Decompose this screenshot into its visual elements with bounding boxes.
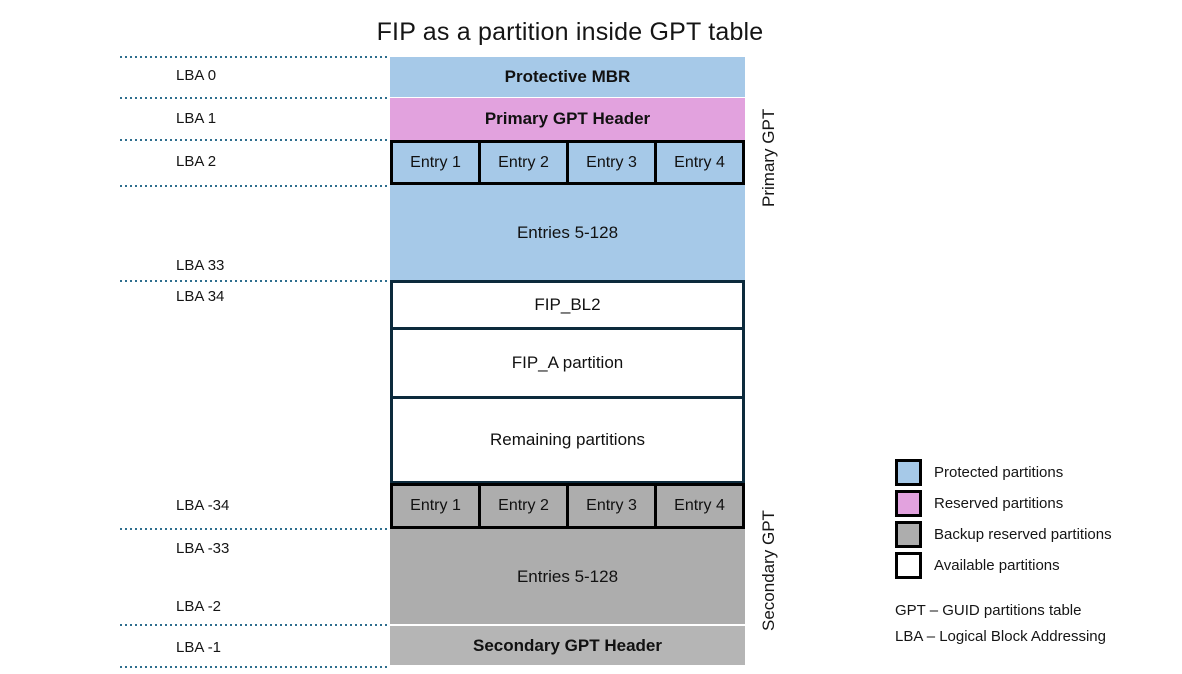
- side-label-primary-gpt: Primary GPT: [759, 108, 778, 208]
- protected-swatch: [895, 459, 922, 486]
- block-fip-a-partition: FIP_A partition: [390, 327, 745, 399]
- block-primary-entries-5-128: Entries 5-128: [390, 185, 745, 280]
- block-fip-bl2: FIP_BL2: [390, 280, 745, 330]
- lba-label-m2: LBA -2: [176, 598, 222, 615]
- primary-entry-2: Entry 2: [478, 143, 566, 182]
- dotted-line: [120, 624, 390, 626]
- secondary-entry-3: Entry 3: [566, 486, 654, 526]
- lba-label-1: LBA 1: [176, 110, 217, 127]
- block-primary-gpt-header: Primary GPT Header: [390, 98, 745, 140]
- secondary-entry-1: Entry 1: [393, 486, 478, 526]
- legend-label: Backup reserved partitions: [934, 526, 1112, 543]
- lba-label-m1: LBA -1: [176, 639, 222, 656]
- lba-label-m33: LBA -33: [176, 540, 230, 557]
- dotted-line: [120, 666, 390, 668]
- legend-label: Reserved partitions: [934, 495, 1064, 512]
- legend-item-protected: Protected partitions: [895, 459, 1063, 486]
- lba-label-0: LBA 0: [176, 67, 217, 84]
- legend-item-reserved: Reserved partitions: [895, 490, 1063, 517]
- block-secondary-entries-5-128: Entries 5-128: [390, 529, 745, 624]
- block-protective-mbr: Protective MBR: [390, 57, 745, 97]
- note-lba: LBA – Logical Block Addressing: [895, 628, 1106, 645]
- block-remaining-partitions: Remaining partitions: [390, 396, 745, 484]
- secondary-entry-4: Entry 4: [654, 486, 742, 526]
- primary-entry-3: Entry 3: [566, 143, 654, 182]
- secondary-entry-row: Entry 1 Entry 2 Entry 3 Entry 4: [390, 483, 745, 529]
- note-gpt: GPT – GUID partitions table: [895, 602, 1082, 619]
- dotted-line: [120, 56, 390, 58]
- legend-label: Protected partitions: [934, 464, 1064, 481]
- legend-label: Available partitions: [934, 557, 1060, 574]
- dotted-line: [120, 139, 390, 141]
- dotted-line: [120, 97, 390, 99]
- dotted-line: [120, 528, 390, 530]
- backup-swatch: [895, 521, 922, 548]
- lba-label-m34: LBA -34: [176, 497, 230, 514]
- dotted-line: [120, 185, 390, 187]
- primary-entry-1: Entry 1: [393, 143, 478, 182]
- legend-item-backup: Backup reserved partitions: [895, 521, 1112, 548]
- lba-label-2: LBA 2: [176, 153, 217, 170]
- lba-label-33: LBA 33: [176, 257, 225, 274]
- primary-entry-row: Entry 1 Entry 2 Entry 3 Entry 4: [390, 140, 745, 185]
- available-swatch: [895, 552, 922, 579]
- lba-label-34: LBA 34: [176, 288, 225, 305]
- diagram-title: FIP as a partition inside GPT table: [376, 18, 764, 46]
- block-secondary-gpt-header: Secondary GPT Header: [390, 626, 745, 665]
- secondary-entry-2: Entry 2: [478, 486, 566, 526]
- primary-entry-4: Entry 4: [654, 143, 742, 182]
- side-label-secondary-gpt: Secondary GPT: [759, 510, 778, 632]
- dotted-line: [120, 280, 390, 282]
- reserved-swatch: [895, 490, 922, 517]
- legend-item-available: Available partitions: [895, 552, 1060, 579]
